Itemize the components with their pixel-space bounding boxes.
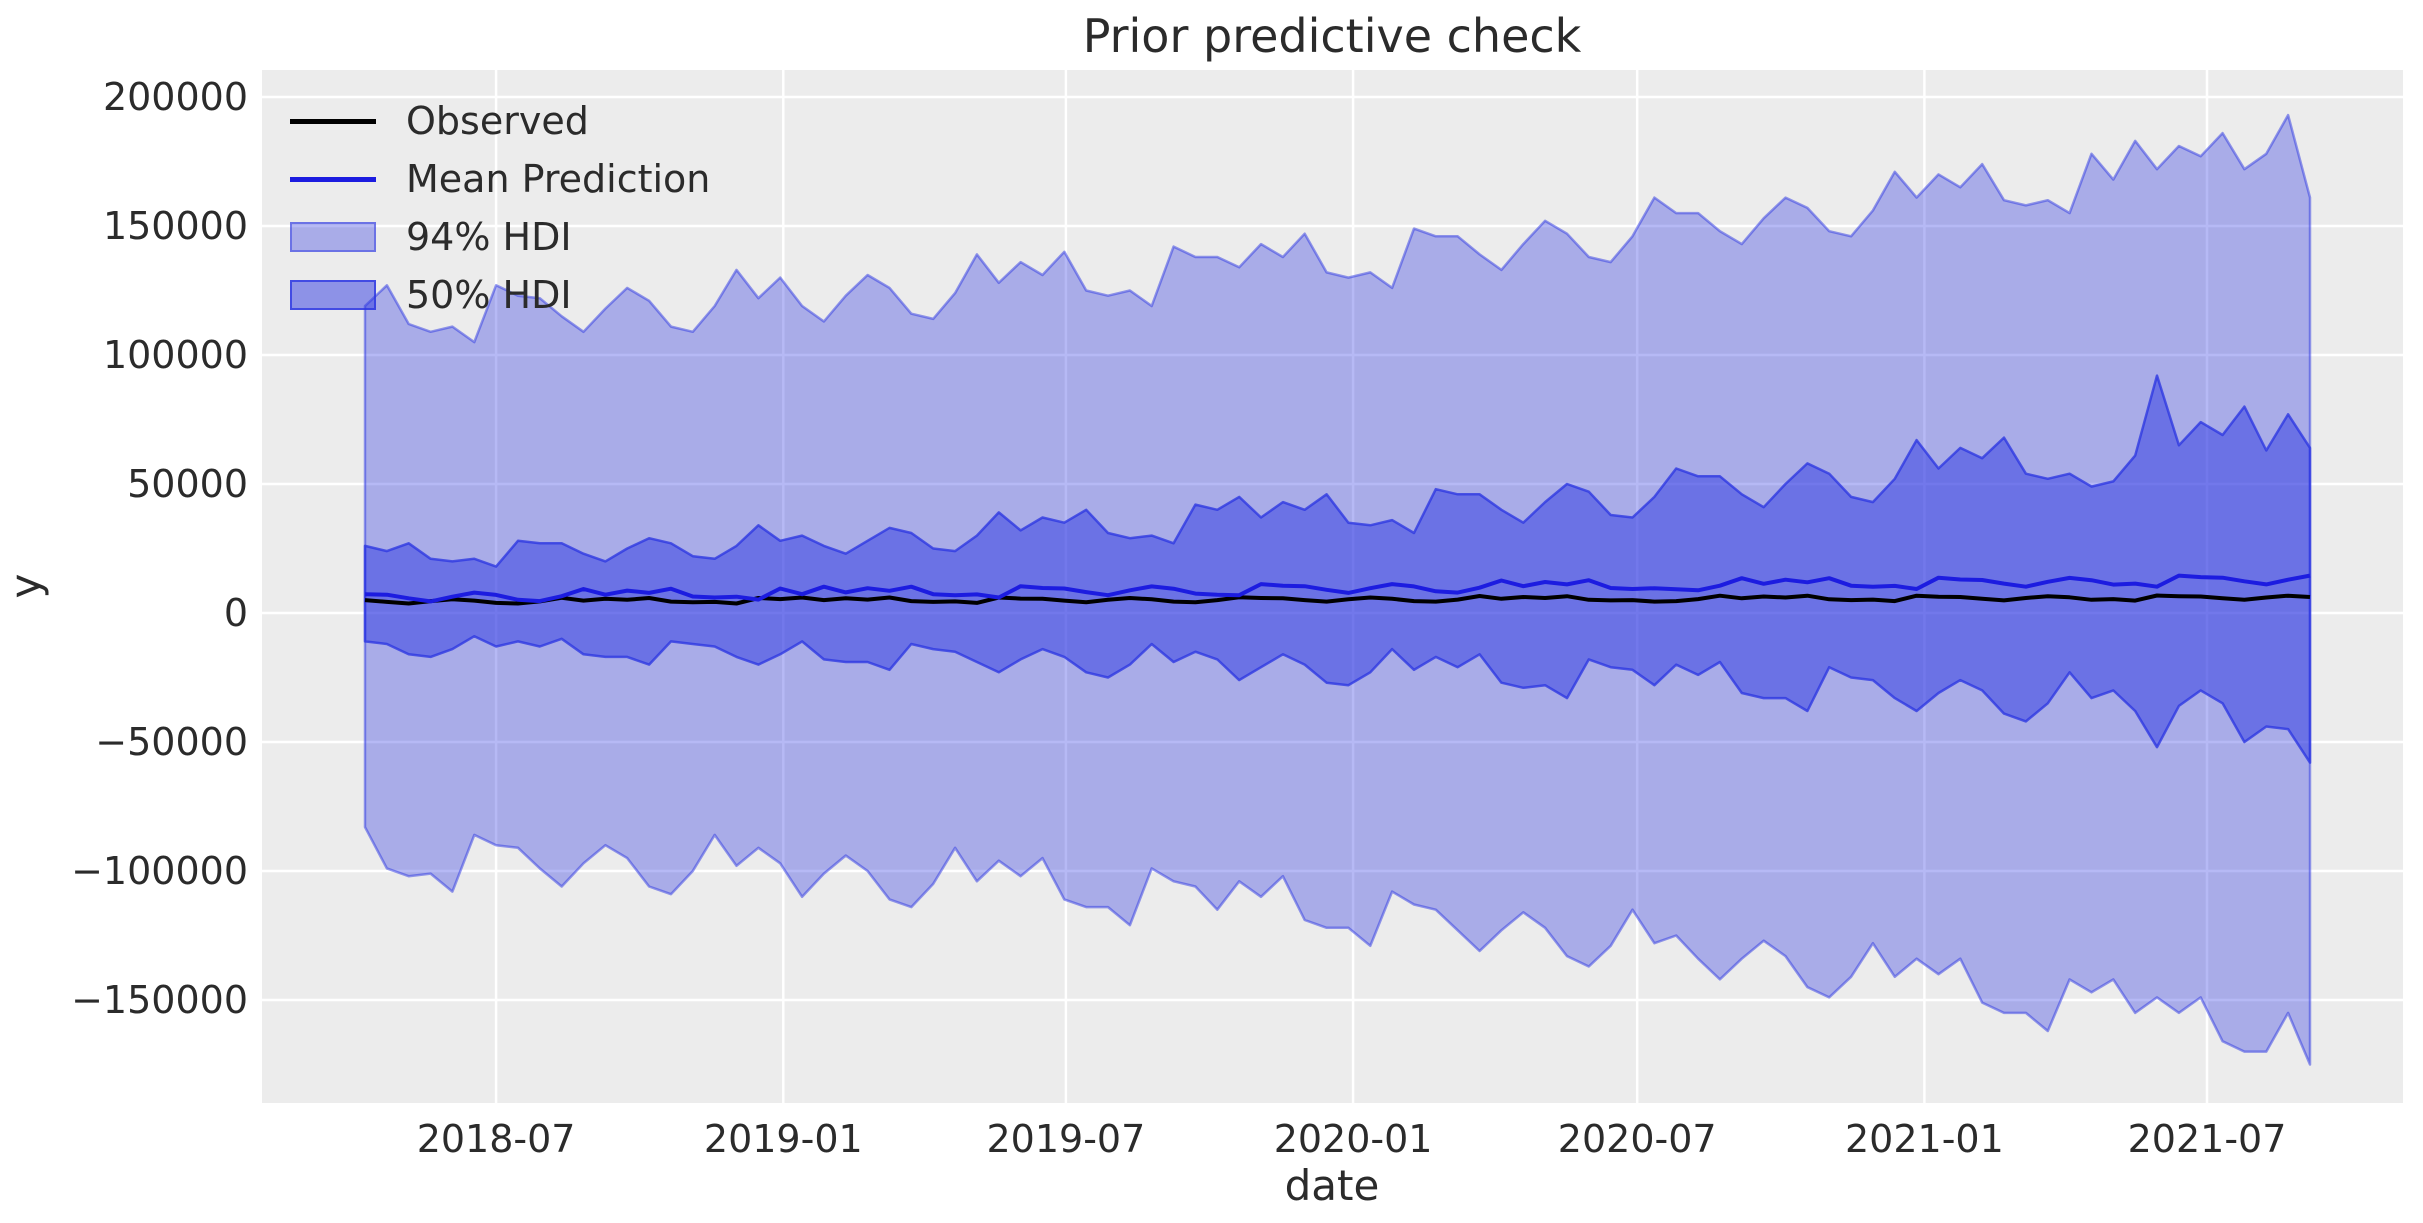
svg-text:2018-07: 2018-07 — [417, 1117, 576, 1161]
svg-text:0: 0 — [224, 591, 248, 635]
hdi94-patch-swatch-icon — [290, 222, 376, 252]
svg-text:−50000: −50000 — [95, 720, 248, 764]
svg-text:2021-01: 2021-01 — [1845, 1117, 2004, 1161]
svg-text:100000: 100000 — [103, 333, 248, 377]
legend-item-50-hdi: 50% HDI — [290, 266, 710, 324]
legend-item-94-hdi: 94% HDI — [290, 208, 710, 266]
svg-text:2021-07: 2021-07 — [2128, 1117, 2287, 1161]
svg-text:200000: 200000 — [103, 75, 248, 119]
legend-item-observed: Observed — [290, 92, 710, 150]
svg-text:50000: 50000 — [127, 462, 248, 506]
mean-prediction-line-swatch-icon — [290, 176, 376, 182]
y-axis-label: y — [1, 574, 50, 599]
legend-item-mean-prediction: Mean Prediction — [290, 150, 710, 208]
svg-text:2020-01: 2020-01 — [1274, 1117, 1433, 1161]
svg-text:2019-01: 2019-01 — [704, 1117, 863, 1161]
legend-label-mean-prediction: Mean Prediction — [406, 157, 711, 201]
legend-label-50-hdi: 50% HDI — [406, 273, 572, 317]
x-axis-label: date — [1285, 1161, 1380, 1210]
svg-text:−150000: −150000 — [71, 978, 248, 1022]
hdi50-patch-swatch-icon — [290, 280, 376, 310]
svg-text:2020-07: 2020-07 — [1558, 1117, 1717, 1161]
legend-label-observed: Observed — [406, 99, 589, 143]
chart-title: Prior predictive check — [1083, 9, 1582, 63]
legend-label-94-hdi: 94% HDI — [406, 215, 572, 259]
svg-text:2019-07: 2019-07 — [987, 1117, 1146, 1161]
svg-text:−100000: −100000 — [71, 849, 248, 893]
observed-line-swatch-icon — [290, 118, 376, 124]
svg-text:150000: 150000 — [103, 204, 248, 248]
legend: Observed Mean Prediction 94% HDI 50% HDI — [290, 92, 710, 324]
